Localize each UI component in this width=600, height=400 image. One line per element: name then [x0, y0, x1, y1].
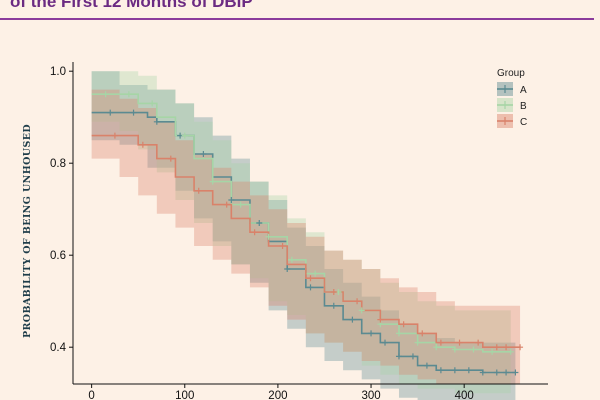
censor-mark-A	[107, 109, 114, 116]
censor-mark-A	[465, 367, 472, 374]
line-B	[91, 93, 511, 353]
censor-mark-A	[256, 220, 263, 226]
x-tick-label: 100	[175, 390, 194, 400]
censor-mark-A	[382, 339, 389, 346]
y-tick-label: 0.4	[50, 342, 67, 354]
censor-mark-C	[111, 132, 118, 139]
censor-mark-B	[209, 178, 216, 185]
censor-mark-A	[395, 353, 402, 360]
censor-mark-C	[493, 344, 500, 351]
censor-mark-B	[358, 307, 365, 314]
x-tick-label: 200	[268, 390, 287, 400]
x-ticks: 0 100 200 300 400	[88, 384, 474, 400]
censor-mark-A	[284, 266, 291, 272]
censor-mark-B	[288, 256, 295, 263]
censor-mark-A	[451, 367, 458, 374]
legend-label-B: B	[520, 101, 527, 112]
censor-mark-C	[167, 155, 174, 162]
censor-mark-C	[139, 141, 146, 148]
censor-mark-C	[251, 229, 258, 236]
y-tick-label: 0.6	[50, 250, 66, 262]
censor-mark-B	[237, 201, 244, 208]
censor-mark-C	[400, 321, 407, 328]
censor-mark-B	[102, 91, 109, 98]
censor-mark-B	[433, 344, 440, 351]
censor-mark-B	[414, 339, 421, 346]
line-C	[91, 134, 521, 348]
censor-marks	[102, 91, 524, 376]
x-tick-label: 400	[455, 390, 474, 400]
legend-label-A: A	[520, 85, 527, 96]
censor-mark-B	[507, 348, 514, 355]
censor-mark-B	[312, 270, 319, 277]
censor-mark-B	[395, 330, 402, 337]
legend-title: Group	[497, 68, 525, 79]
censor-mark-A	[479, 369, 486, 376]
censor-mark-A	[200, 151, 207, 157]
x-tick-label: 300	[361, 390, 380, 400]
legend: Group ABC	[497, 68, 527, 128]
censor-mark-C	[279, 243, 286, 249]
censor-mark-A	[512, 369, 519, 376]
survival-lines	[91, 93, 521, 374]
censor-mark-C	[517, 344, 524, 351]
censor-mark-B	[451, 346, 458, 353]
censor-mark-C	[475, 339, 482, 346]
censor-mark-B	[470, 346, 477, 353]
y-ticks: 0.4 0.6 0.8 1.0	[50, 66, 73, 354]
censor-mark-A	[493, 369, 500, 376]
censor-mark-C	[195, 187, 202, 194]
censor-mark-C	[503, 344, 510, 351]
censor-mark-B	[181, 132, 188, 139]
header-divider	[0, 18, 594, 20]
censor-mark-C	[307, 275, 314, 282]
page-title: of the First 12 Months of DBIP	[10, 0, 253, 11]
censor-mark-C	[330, 289, 337, 295]
censor-mark-B	[489, 348, 496, 355]
band-C	[91, 89, 521, 384]
censor-mark-C	[437, 339, 444, 346]
censor-mark-C	[419, 330, 426, 337]
censor-mark-C	[456, 339, 463, 346]
y-axis-label: PROBABILITY OF BEING UNHOUSED	[22, 124, 33, 338]
censor-mark-C	[354, 298, 361, 305]
x-tick-label: 0	[88, 390, 94, 400]
censor-mark-A	[409, 353, 416, 360]
censor-mark-B	[265, 233, 272, 240]
censor-mark-A	[130, 109, 137, 116]
y-tick-label: 0.8	[50, 158, 66, 170]
censor-mark-A	[423, 362, 430, 369]
censor-mark-C	[223, 201, 230, 208]
censor-mark-B	[125, 91, 132, 98]
censor-mark-B	[149, 100, 156, 107]
censor-mark-A	[307, 284, 314, 291]
censor-mark-A	[503, 369, 510, 376]
confidence-bands	[91, 71, 521, 400]
band-B	[91, 71, 511, 394]
axes	[72, 62, 548, 385]
censor-mark-A	[228, 197, 235, 203]
censor-mark-A	[437, 367, 444, 374]
censor-mark-A	[349, 316, 356, 323]
censor-mark-A	[330, 302, 337, 309]
y-tick-label: 1.0	[50, 66, 66, 78]
censor-mark-A	[153, 118, 160, 125]
censor-mark-A	[368, 330, 375, 337]
legend-label-C: C	[520, 117, 527, 128]
censor-mark-C	[377, 316, 384, 323]
